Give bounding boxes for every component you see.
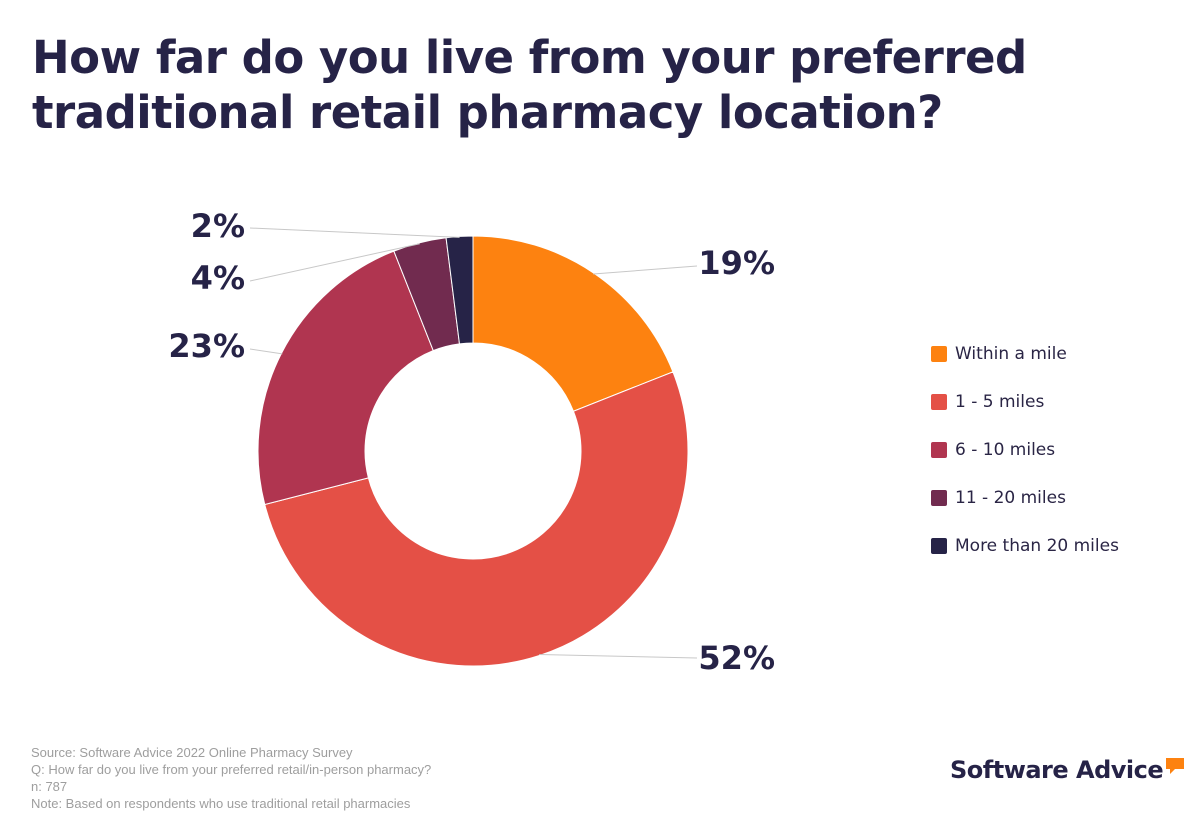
legend-swatch (931, 538, 947, 554)
donut-slice (264, 371, 689, 667)
leader-line (539, 654, 698, 659)
software-advice-logo: Software Advice (950, 756, 1186, 784)
donut-slice (257, 250, 434, 506)
legend-label: More than 20 miles (955, 536, 1119, 556)
speech-bubble-icon (1166, 758, 1185, 774)
legend: Within a mile 1 - 5 miles 6 - 10 miles 11 -… (931, 342, 1181, 582)
source-note: Source: Software Advice 2022 Online Phar… (31, 745, 353, 760)
legend-item: 11 - 20 miles (931, 486, 1181, 510)
donut-slice (472, 235, 674, 412)
leader-line (249, 243, 420, 282)
legend-item: Within a mile (931, 342, 1181, 366)
legend-item: 6 - 10 miles (931, 438, 1181, 462)
legend-label: 6 - 10 miles (955, 440, 1056, 460)
legend-item: 1 - 5 miles (931, 390, 1181, 414)
legend-swatch (931, 442, 947, 458)
legend-swatch (931, 394, 947, 410)
chart-title: How far do you live from your preferred … (32, 31, 1027, 139)
legend-label: 11 - 20 miles (955, 488, 1066, 508)
legend-swatch (931, 490, 947, 506)
sample-size-note: n: 787 (31, 779, 68, 794)
legend-label: Within a mile (955, 344, 1067, 364)
data-label: 23% (168, 327, 245, 365)
legend-label: 1 - 5 miles (955, 392, 1045, 412)
legend-swatch (931, 346, 947, 362)
data-label: 2% (191, 207, 245, 245)
brand-name: Software Advice (950, 756, 1164, 784)
leader-line (249, 348, 283, 355)
data-label: 4% (191, 259, 245, 297)
leader-line (249, 227, 460, 238)
question-note: Q: How far do you live from your preferr… (31, 762, 432, 777)
respondents-note: Note: Based on respondents who use tradi… (31, 796, 411, 811)
data-label: 52% (698, 639, 775, 677)
leader-line (593, 265, 698, 275)
data-label: 19% (698, 244, 775, 282)
footer-notes: Source: Software Advice 2022 Online Phar… (31, 744, 631, 812)
legend-item: More than 20 miles (931, 534, 1181, 558)
